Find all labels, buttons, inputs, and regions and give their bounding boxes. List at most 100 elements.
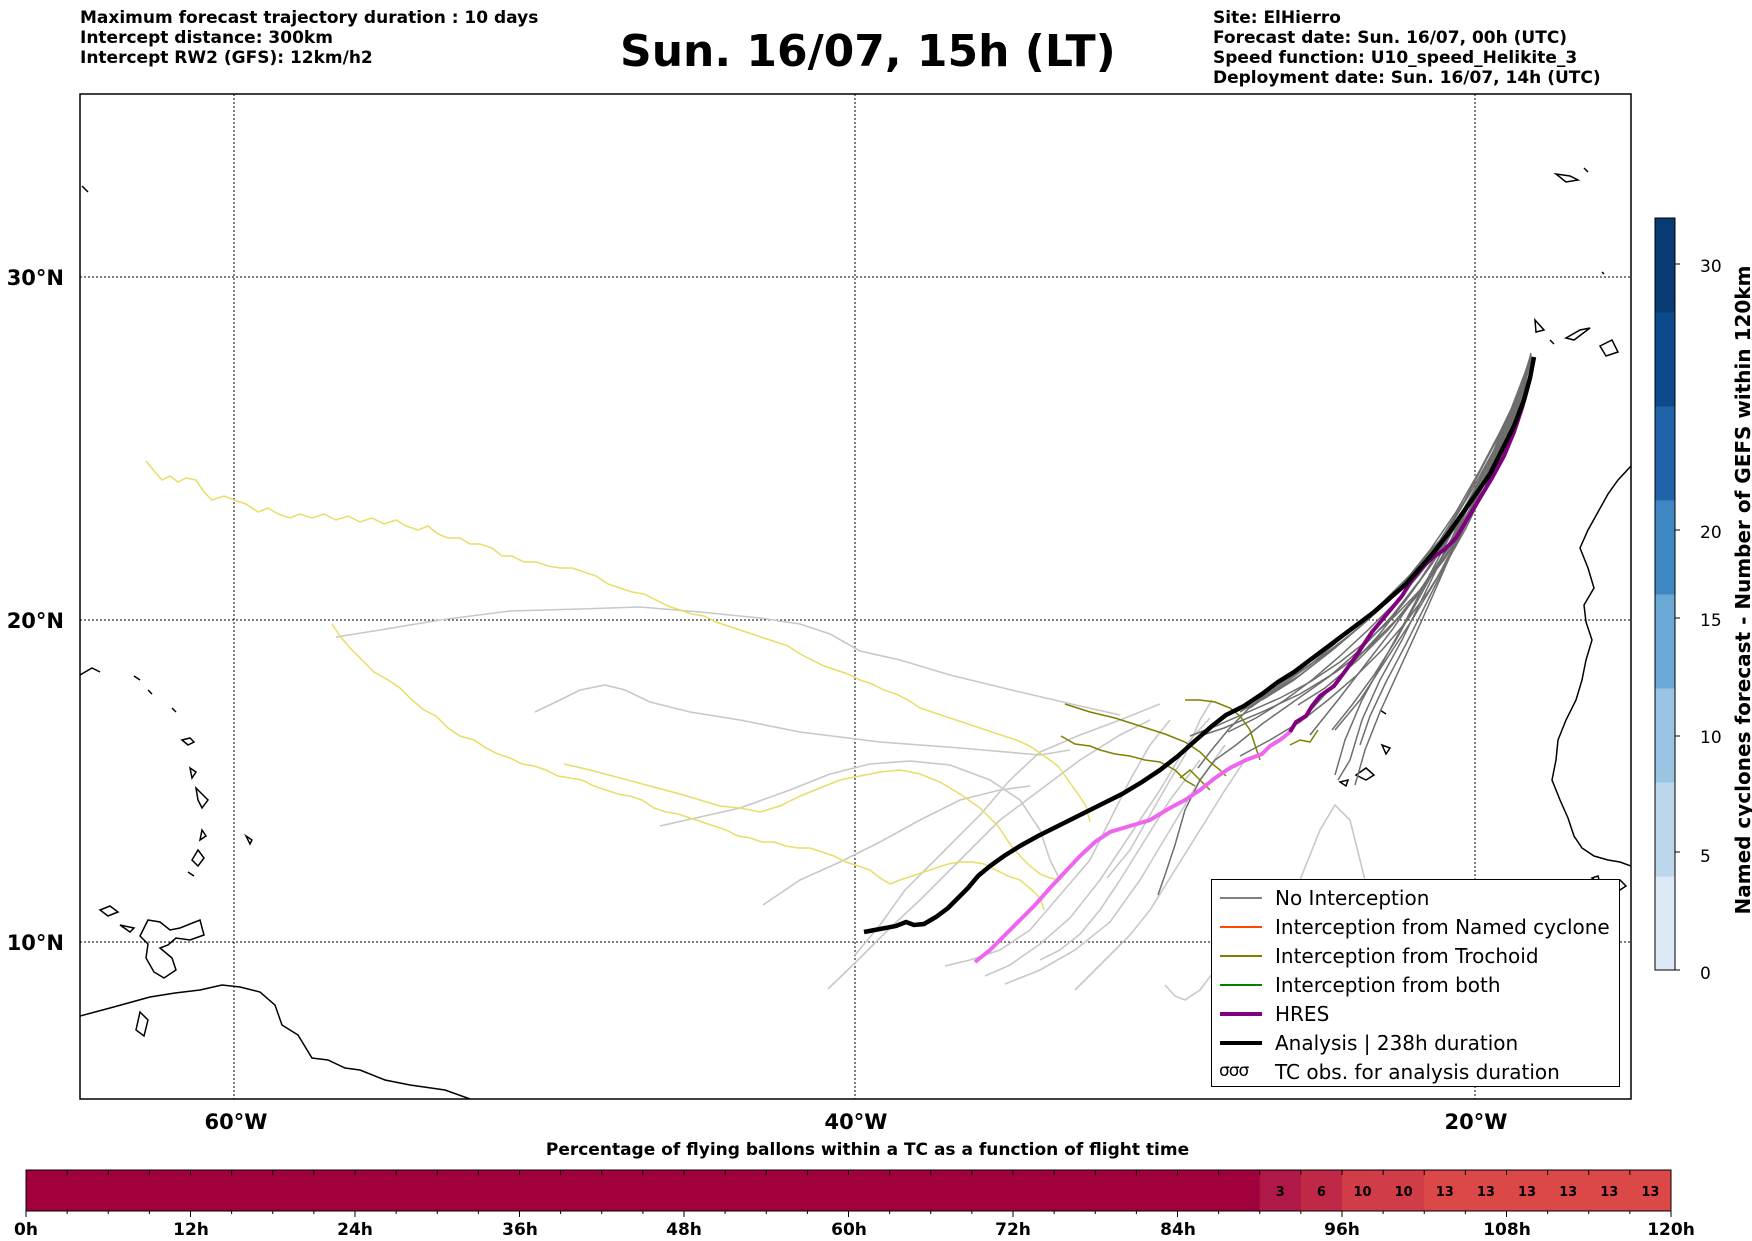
legend-line-swatch bbox=[1220, 955, 1262, 957]
percentage-cell bbox=[1588, 1170, 1631, 1211]
colorbar-tick-15: 15 bbox=[1700, 611, 1722, 631]
pct-x-label: 72h bbox=[995, 1220, 1031, 1240]
analysis-trajectory bbox=[863, 356, 1537, 935]
percentage-cell bbox=[889, 1170, 932, 1211]
legend-label: Analysis | 238h duration bbox=[1275, 1031, 1519, 1055]
percentage-bar-axis: 0h 12h 24h 36h 48h 60h 72h 84h 96h 108h … bbox=[14, 1220, 1695, 1240]
lon-label-60w: 60°W bbox=[205, 1110, 268, 1134]
percentage-cell bbox=[971, 1170, 1014, 1211]
percentage-cell bbox=[1300, 1170, 1343, 1211]
percentage-cell bbox=[1465, 1170, 1507, 1211]
legend-item-trochoid: Interception from Trochoid bbox=[1212, 942, 1619, 971]
percentage-cell bbox=[190, 1170, 233, 1211]
max-duration-text: Maximum forecast trajectory duration : 1… bbox=[80, 8, 539, 28]
percentage-cell bbox=[1342, 1170, 1384, 1211]
percentage-cell bbox=[355, 1170, 397, 1211]
percentage-cell bbox=[1629, 1170, 1672, 1211]
colorbar-tick-20: 20 bbox=[1700, 523, 1722, 543]
map-frame bbox=[79, 93, 1632, 1100]
intercept-rw2-text: Intercept RW2 (GFS): 12km/h2 bbox=[80, 48, 373, 68]
percentage-cell bbox=[1506, 1170, 1549, 1211]
percentage-cell-label: 13 bbox=[1600, 1185, 1618, 1200]
lat-label-30n: 30°N bbox=[7, 266, 64, 290]
forecast-date-text: Forecast date: Sun. 16/07, 00h (UTC) bbox=[1213, 28, 1568, 48]
coastlines bbox=[80, 167, 1631, 1099]
colorbar-segment bbox=[1655, 312, 1675, 407]
colorbar-tick-10: 10 bbox=[1700, 728, 1722, 748]
percentage-cell bbox=[1259, 1170, 1302, 1211]
lon-label-40w: 40°W bbox=[825, 1110, 888, 1134]
percentage-cell bbox=[1424, 1170, 1466, 1211]
pct-x-label: 36h bbox=[502, 1220, 538, 1240]
legend-line-swatch bbox=[1220, 1012, 1262, 1016]
hres-trajectory bbox=[1288, 385, 1530, 734]
percentage-cell bbox=[1547, 1170, 1590, 1211]
lat-label-20n: 20°N bbox=[7, 609, 64, 633]
percentage-cell bbox=[560, 1170, 603, 1211]
percentage-cell bbox=[684, 1170, 726, 1211]
legend-label: TC obs. for analysis duration bbox=[1275, 1060, 1560, 1084]
colorbar-segment bbox=[1655, 218, 1675, 313]
pct-x-label: 60h bbox=[831, 1220, 867, 1240]
pct-x-label: 120h bbox=[1647, 1220, 1695, 1240]
percentage-cell bbox=[601, 1170, 644, 1211]
percentage-cell-label: 6 bbox=[1317, 1185, 1326, 1200]
percentage-cell bbox=[848, 1170, 891, 1211]
percentage-cell bbox=[1383, 1170, 1425, 1211]
legend-line-swatch bbox=[1220, 897, 1262, 899]
percentage-cell bbox=[437, 1170, 479, 1211]
percentage-cell bbox=[1177, 1170, 1220, 1211]
lat-label-10n: 10°N bbox=[7, 931, 64, 955]
percentage-cell bbox=[67, 1170, 109, 1211]
colorbar-segment bbox=[1655, 782, 1675, 877]
percentage-cell-label: 13 bbox=[1436, 1185, 1454, 1200]
legend-label: Interception from both bbox=[1275, 973, 1501, 997]
percentage-cell-label: 13 bbox=[1559, 1185, 1577, 1200]
percentage-cell-label: 10 bbox=[1354, 1185, 1372, 1200]
legend-item-no-interception: No Interception bbox=[1212, 884, 1619, 913]
no-interception-trajectories bbox=[1157, 352, 1532, 896]
percentage-bar-title: Percentage of flying ballons within a TC… bbox=[545, 1140, 1190, 1160]
legend-label: No Interception bbox=[1275, 886, 1430, 910]
colorbar-segment bbox=[1655, 500, 1675, 595]
legend-line-swatch bbox=[1220, 984, 1262, 986]
tc-symbol-icon: σσσ bbox=[1219, 1061, 1249, 1081]
colorbar-segment bbox=[1655, 406, 1675, 501]
speed-function-text: Speed function: U10_speed_Helikite_3 bbox=[1213, 48, 1578, 68]
header-right-info: Site: ElHierro Forecast date: Sun. 16/07… bbox=[1213, 8, 1601, 88]
percentage-cell bbox=[313, 1170, 356, 1211]
percentage-cell bbox=[1054, 1170, 1096, 1211]
trochoid-light-trajectories bbox=[145, 460, 1091, 911]
colorbar-segment bbox=[1655, 594, 1675, 689]
percentage-cell bbox=[642, 1170, 685, 1211]
legend-line-swatch bbox=[1220, 926, 1262, 928]
percentage-cell bbox=[149, 1170, 191, 1211]
pct-x-label: 108h bbox=[1483, 1220, 1531, 1240]
percentage-cell bbox=[1136, 1170, 1178, 1211]
percentage-cell bbox=[272, 1170, 315, 1211]
percentage-cell-label: 3 bbox=[1276, 1185, 1285, 1200]
percentage-cell bbox=[396, 1170, 438, 1211]
deployment-date-text: Deployment date: Sun. 16/07, 14h (UTC) bbox=[1213, 68, 1601, 88]
pct-x-label: 84h bbox=[1160, 1220, 1196, 1240]
hres-light-trajectory bbox=[973, 730, 1292, 964]
percentage-cell bbox=[930, 1170, 973, 1211]
percentage-cell bbox=[766, 1170, 808, 1211]
percentage-cell-label: 13 bbox=[1477, 1185, 1495, 1200]
pct-x-label: 24h bbox=[337, 1220, 373, 1240]
legend-item-hres: HRES bbox=[1212, 1000, 1619, 1029]
colorbar-segment bbox=[1655, 688, 1675, 783]
colorbar-tick-5: 5 bbox=[1700, 847, 1711, 867]
pct-x-label: 96h bbox=[1324, 1220, 1360, 1240]
percentage-cell-label: 13 bbox=[1641, 1185, 1659, 1200]
intercept-distance-text: Intercept distance: 300km bbox=[80, 28, 333, 48]
percentage-cell bbox=[26, 1170, 68, 1211]
percentage-cell bbox=[1013, 1170, 1055, 1211]
colorbar-frame bbox=[1654, 217, 1676, 971]
header-left-info: Maximum forecast trajectory duration : 1… bbox=[80, 8, 538, 68]
percentage-cell bbox=[1218, 1170, 1261, 1211]
percentage-cell bbox=[519, 1170, 562, 1211]
percentage-cell bbox=[807, 1170, 849, 1211]
colorbar-tick-30: 30 bbox=[1700, 257, 1722, 277]
legend-item-tc-obs: σσσ TC obs. for analysis duration bbox=[1212, 1058, 1619, 1087]
